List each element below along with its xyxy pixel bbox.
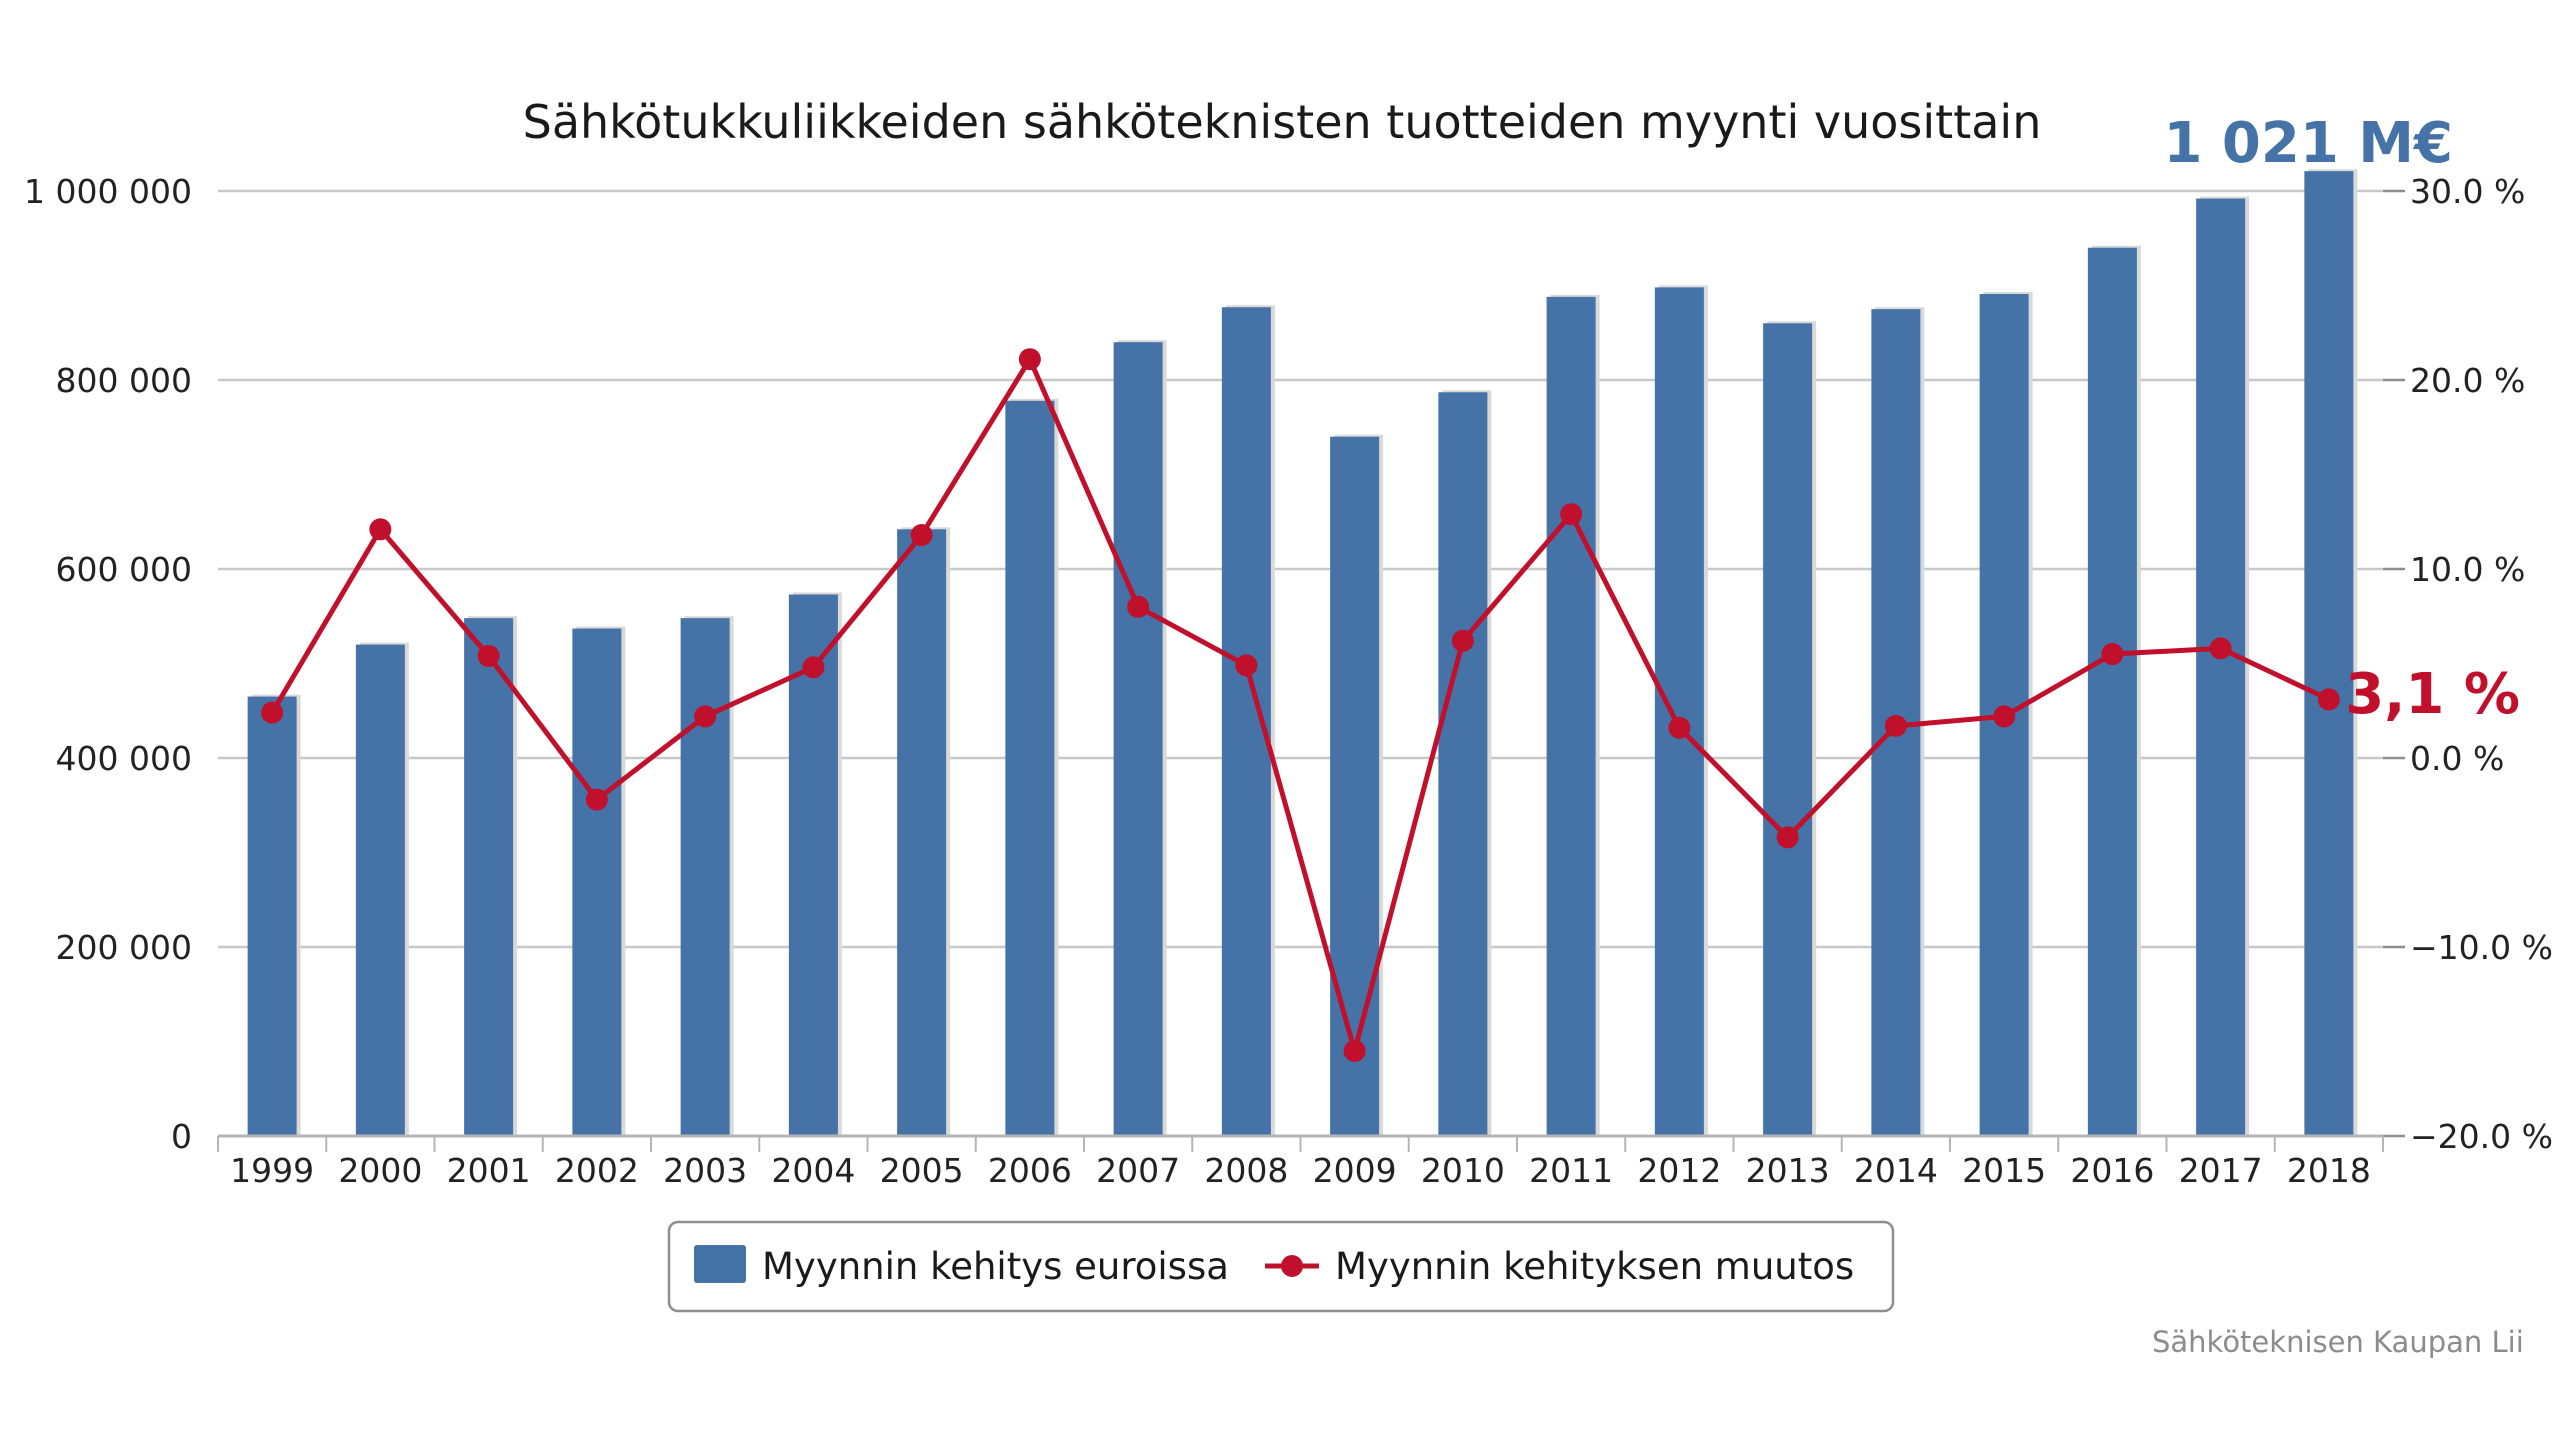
total-value-callout: 1 021 M€ <box>2163 111 2453 176</box>
x-tick-label: 2009 <box>1313 1151 1397 1190</box>
x-tick-label: 1999 <box>230 1151 314 1190</box>
bar <box>788 594 838 1136</box>
y-right-tick-label: 20.0 % <box>2410 361 2525 400</box>
y-left-tick-label: 400 000 <box>56 739 192 778</box>
bar <box>572 628 622 1136</box>
legend-line-label: Myynnin kehityksen muutos <box>1335 1245 1854 1288</box>
line-point <box>1884 714 1907 737</box>
bar <box>1005 400 1055 1136</box>
x-tick-label: 2007 <box>1096 1151 1180 1190</box>
x-tick-label: 2016 <box>2070 1151 2154 1190</box>
line-point <box>1018 348 1041 371</box>
bar <box>355 644 405 1136</box>
line-point <box>1993 705 2016 728</box>
y-right-tick-label: 30.0 % <box>2410 172 2525 211</box>
bar <box>680 618 730 1136</box>
x-tick-label: 2000 <box>338 1151 422 1190</box>
legend-line-marker <box>1281 1255 1303 1277</box>
y-right-tick-label: 10.0 % <box>2410 550 2525 589</box>
x-tick-label: 2013 <box>1746 1151 1830 1190</box>
bar <box>1330 436 1380 1136</box>
y-right-tick-label: −20.0 % <box>2410 1117 2553 1156</box>
bar <box>2087 247 2137 1136</box>
bar <box>1113 342 1163 1136</box>
y-left-tick-label: 0 <box>171 1117 192 1156</box>
line-point <box>1451 629 1474 652</box>
line-point <box>1776 826 1799 849</box>
bar <box>897 529 947 1136</box>
line-point <box>2209 637 2232 660</box>
x-tick-label: 2001 <box>447 1151 531 1190</box>
change-line <box>269 356 2330 1054</box>
line-point <box>1668 716 1691 739</box>
bar <box>2196 198 2246 1136</box>
x-tick-label: 2008 <box>1204 1151 1288 1190</box>
x-tick-label: 2015 <box>1962 1151 2046 1190</box>
line-point <box>694 705 717 728</box>
x-tick-label: 2010 <box>1421 1151 1505 1190</box>
line-point <box>585 788 608 811</box>
line-point <box>1235 654 1258 677</box>
line-point <box>1127 595 1150 618</box>
bar <box>2304 171 2354 1136</box>
bar-series <box>247 169 2358 1137</box>
bar <box>1654 287 1704 1136</box>
bar <box>1438 392 1488 1136</box>
y-left-tick-label: 200 000 <box>56 928 192 967</box>
x-tick-label: 2014 <box>1854 1151 1938 1190</box>
x-tick-label: 2004 <box>771 1151 855 1190</box>
chart-title: Sähkötukkuliikkeiden sähköteknisten tuot… <box>523 95 2042 149</box>
x-tick-label: 2002 <box>555 1151 639 1190</box>
y-right-tick-label: −10.0 % <box>2410 928 2553 967</box>
line-point <box>261 701 284 724</box>
line-point <box>1560 503 1583 526</box>
grid-lines <box>218 189 2383 1138</box>
line-point <box>802 656 825 679</box>
change-value-callout: 3,1 % <box>2345 662 2520 727</box>
legend-bar-swatch <box>694 1245 746 1283</box>
x-tick-label: 2011 <box>1529 1151 1613 1190</box>
line-point <box>1343 1039 1366 1062</box>
x-tick-label: 2006 <box>988 1151 1072 1190</box>
y-left-tick-label: 800 000 <box>56 361 192 400</box>
axes: 0 200 000 400 000 600 000 800 000 1 000 000 −2… <box>24 172 2553 1190</box>
line-point <box>910 523 933 546</box>
y-left-tick-label: 600 000 <box>56 550 192 589</box>
x-tick-label: 2018 <box>2287 1151 2371 1190</box>
source-credit: Sähköteknisen Kaupan Lii <box>2152 1325 2524 1359</box>
x-tick-label: 2012 <box>1637 1151 1721 1190</box>
line-point <box>2101 643 2124 666</box>
legend-bar-label: Myynnin kehitys euroissa <box>762 1245 1229 1288</box>
bar <box>1546 296 1596 1137</box>
bar <box>1763 323 1813 1136</box>
legend: Myynnin kehitys euroissa Myynnin kehityk… <box>667 1220 1895 1313</box>
line-point <box>477 644 500 667</box>
line-point <box>369 518 392 541</box>
line-series <box>261 348 2340 1062</box>
x-tick-label: 2003 <box>663 1151 747 1190</box>
x-tick-label: 2005 <box>880 1151 964 1190</box>
line-point <box>2317 688 2340 711</box>
bar <box>464 618 514 1136</box>
y-right-tick-label: 0.0 % <box>2410 739 2504 778</box>
y-left-tick-label: 1 000 000 <box>24 172 192 211</box>
x-tick-label: 2017 <box>2179 1151 2263 1190</box>
bar <box>247 696 297 1136</box>
